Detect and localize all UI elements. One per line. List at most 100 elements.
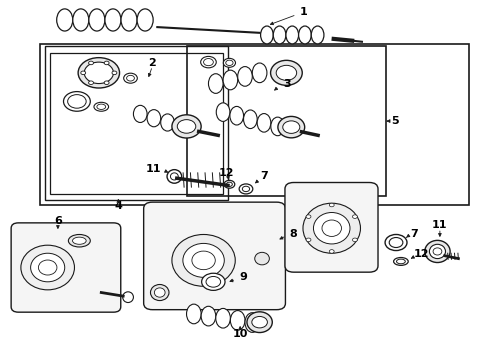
Ellipse shape <box>303 203 361 253</box>
Ellipse shape <box>78 58 120 88</box>
Ellipse shape <box>286 26 298 44</box>
Text: 1: 1 <box>299 7 307 17</box>
Ellipse shape <box>329 249 334 253</box>
Ellipse shape <box>171 173 178 180</box>
FancyBboxPatch shape <box>11 223 121 312</box>
Text: 12: 12 <box>219 168 234 178</box>
Ellipse shape <box>104 61 109 65</box>
Ellipse shape <box>123 73 137 83</box>
Ellipse shape <box>57 9 73 31</box>
Ellipse shape <box>89 9 105 31</box>
Ellipse shape <box>192 251 215 270</box>
Ellipse shape <box>329 203 334 207</box>
Ellipse shape <box>154 288 165 297</box>
Ellipse shape <box>255 252 270 265</box>
Ellipse shape <box>298 26 311 44</box>
Ellipse shape <box>97 104 106 109</box>
Text: 5: 5 <box>391 116 399 126</box>
Ellipse shape <box>245 313 260 332</box>
Ellipse shape <box>73 9 89 31</box>
Ellipse shape <box>64 91 90 111</box>
Text: 6: 6 <box>54 216 62 226</box>
Ellipse shape <box>352 238 357 242</box>
Text: 9: 9 <box>240 272 247 282</box>
Ellipse shape <box>94 102 109 111</box>
Ellipse shape <box>239 184 253 194</box>
Ellipse shape <box>226 182 232 186</box>
Ellipse shape <box>89 81 94 85</box>
Ellipse shape <box>201 306 216 326</box>
Ellipse shape <box>201 57 216 68</box>
Ellipse shape <box>172 234 235 286</box>
Ellipse shape <box>38 260 57 275</box>
Ellipse shape <box>247 312 272 333</box>
Ellipse shape <box>389 238 403 248</box>
Ellipse shape <box>352 215 357 219</box>
Ellipse shape <box>385 234 407 251</box>
Ellipse shape <box>433 248 442 255</box>
Ellipse shape <box>244 110 257 129</box>
Ellipse shape <box>126 75 134 81</box>
Ellipse shape <box>147 110 161 127</box>
Ellipse shape <box>89 61 94 65</box>
Ellipse shape <box>84 62 114 84</box>
Ellipse shape <box>425 240 450 262</box>
Ellipse shape <box>230 311 245 330</box>
Ellipse shape <box>314 212 350 244</box>
Ellipse shape <box>230 107 244 125</box>
Ellipse shape <box>68 95 86 108</box>
Text: 7: 7 <box>261 171 269 181</box>
FancyBboxPatch shape <box>285 183 378 272</box>
Ellipse shape <box>252 316 268 328</box>
Ellipse shape <box>216 309 230 328</box>
Ellipse shape <box>276 65 296 80</box>
Ellipse shape <box>172 115 201 138</box>
Ellipse shape <box>21 245 74 290</box>
Text: 4: 4 <box>114 201 122 211</box>
Text: 12: 12 <box>414 249 429 259</box>
Ellipse shape <box>30 253 65 282</box>
Bar <box>50 53 223 194</box>
Ellipse shape <box>223 58 236 67</box>
Ellipse shape <box>270 60 302 85</box>
Ellipse shape <box>121 9 137 31</box>
Text: 3: 3 <box>284 78 291 89</box>
Ellipse shape <box>322 220 342 237</box>
Ellipse shape <box>429 244 445 258</box>
Bar <box>45 46 228 200</box>
Text: 11: 11 <box>432 220 448 230</box>
Ellipse shape <box>223 70 238 90</box>
Ellipse shape <box>224 180 235 188</box>
Ellipse shape <box>206 276 220 287</box>
Ellipse shape <box>81 71 86 75</box>
Text: 2: 2 <box>148 58 156 68</box>
Ellipse shape <box>202 273 225 291</box>
Ellipse shape <box>133 105 147 122</box>
Ellipse shape <box>161 114 174 131</box>
Text: 10: 10 <box>232 329 248 339</box>
Text: 7: 7 <box>411 229 418 239</box>
Ellipse shape <box>105 9 121 31</box>
Ellipse shape <box>122 292 133 302</box>
Ellipse shape <box>174 118 188 135</box>
Text: 11: 11 <box>146 164 161 174</box>
Ellipse shape <box>69 234 90 247</box>
FancyBboxPatch shape <box>144 202 286 310</box>
Bar <box>40 44 469 205</box>
Ellipse shape <box>208 74 223 93</box>
Ellipse shape <box>104 81 109 85</box>
Ellipse shape <box>306 215 311 219</box>
Ellipse shape <box>306 238 311 242</box>
Ellipse shape <box>278 116 305 138</box>
Ellipse shape <box>203 59 213 66</box>
Ellipse shape <box>283 121 300 134</box>
Ellipse shape <box>393 257 408 265</box>
Ellipse shape <box>187 304 201 324</box>
Ellipse shape <box>396 259 405 264</box>
Ellipse shape <box>216 103 230 121</box>
Bar <box>187 46 386 196</box>
Ellipse shape <box>271 117 285 136</box>
Ellipse shape <box>257 113 271 132</box>
Ellipse shape <box>167 170 182 183</box>
Ellipse shape <box>112 71 117 75</box>
